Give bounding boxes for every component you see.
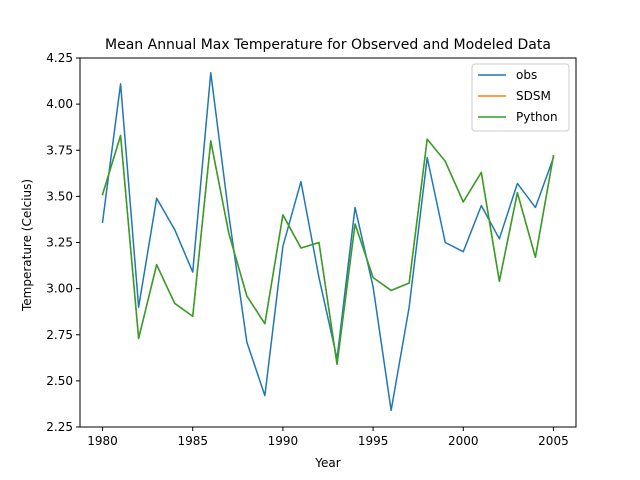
plot-frame <box>79 57 577 428</box>
y-tick-label: 3.25 <box>46 236 73 250</box>
series-line-python <box>101 134 555 366</box>
x-axis-label: Year <box>314 456 340 470</box>
legend: obs SDSM Python <box>471 63 570 132</box>
legend-box <box>471 63 570 132</box>
y-tick-label: 3.00 <box>46 282 73 296</box>
y-tick-label: 2.50 <box>46 374 73 388</box>
legend-label: SDSM <box>516 89 551 103</box>
legend-label: Python <box>516 110 558 124</box>
y-axis: 2.25 2.50 2.75 3.00 3.25 3.50 3.75 4.00 4.25 <box>46 51 80 434</box>
y-tick-label: 4.25 <box>46 51 73 65</box>
y-axis-label: Temperature (Celcius) <box>20 179 34 312</box>
plot-area <box>101 72 555 412</box>
y-tick-label: 4.00 <box>46 97 73 111</box>
y-tick-label: 3.75 <box>46 143 73 157</box>
x-tick-label: 1990 <box>268 434 299 448</box>
y-tick-label: 2.25 <box>46 420 73 434</box>
x-tick-label: 1980 <box>87 434 118 448</box>
x-tick-label: 1995 <box>358 434 389 448</box>
x-tick-label: 1985 <box>177 434 208 448</box>
x-tick-label: 2005 <box>538 434 569 448</box>
legend-label: obs <box>516 68 537 82</box>
x-tick-label: 2000 <box>448 434 479 448</box>
y-tick-label: 3.50 <box>46 189 73 203</box>
series-line-obs <box>101 72 555 412</box>
x-axis: 1980 1985 1990 1995 2000 2005 <box>87 427 569 448</box>
chart-title: Mean Annual Max Temperature for Observed… <box>105 37 551 53</box>
y-tick-label: 2.75 <box>46 328 73 342</box>
